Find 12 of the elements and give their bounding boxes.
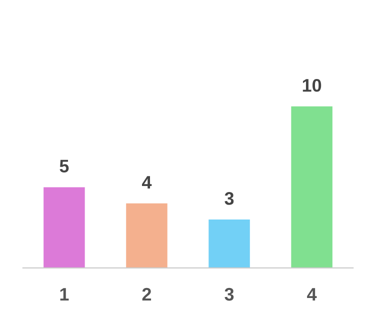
x-tick-label: 2: [142, 288, 152, 301]
data-label: 10: [302, 78, 322, 92]
bar: [208, 220, 250, 268]
bar: [291, 106, 332, 268]
x-tick-label: 1: [60, 288, 69, 301]
bar: [44, 187, 85, 268]
bar: [126, 203, 168, 268]
x-tick-label: 4: [307, 288, 317, 301]
data-label: 3: [224, 192, 234, 205]
x-tick-label: 3: [224, 288, 234, 301]
data-label: 4: [142, 176, 152, 188]
data-label: 5: [60, 160, 69, 173]
